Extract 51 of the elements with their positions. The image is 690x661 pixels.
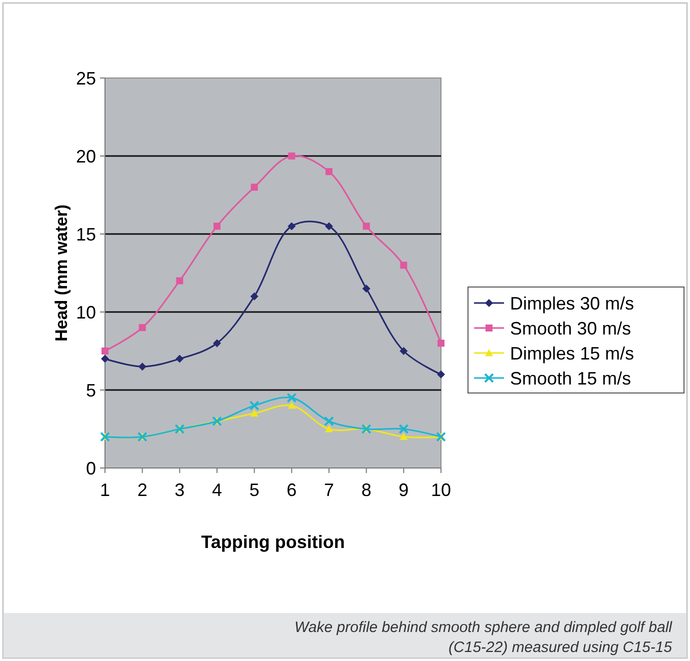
point — [176, 354, 184, 363]
y-tick-label: 0 — [86, 458, 96, 478]
point — [288, 402, 296, 409]
x-tick-label: 8 — [361, 480, 372, 500]
text: Wake profile behind smooth sphere and dimpled golf ball (C15-22) measured using C15-15 — [294, 619, 673, 656]
legend-label: Smooth 30 m/s — [510, 318, 632, 338]
point — [101, 354, 109, 363]
y-tick-label: 25 — [76, 68, 96, 88]
y-tick-label: 10 — [76, 302, 96, 322]
point — [326, 168, 332, 176]
x-tick-label: 5 — [249, 480, 260, 500]
point — [324, 416, 334, 426]
x-tick-label: 10 — [430, 480, 452, 500]
x-tick-label: 2 — [137, 480, 148, 500]
point — [400, 262, 408, 269]
point — [325, 425, 333, 432]
point — [325, 222, 333, 230]
x-tick-label: 6 — [286, 480, 297, 500]
point — [214, 222, 220, 230]
point — [362, 284, 370, 293]
y-tick-label: 20 — [76, 146, 96, 166]
point — [288, 152, 296, 160]
point — [213, 339, 221, 348]
x-tick-label: 7 — [324, 480, 334, 500]
point — [400, 347, 408, 355]
point — [176, 277, 184, 284]
legend-label: Dimples 30 m/s — [510, 293, 634, 314]
legend-label: Dimples 15 m/s — [510, 343, 634, 364]
y-tick-label: 15 — [76, 224, 96, 244]
x-tick-label: 3 — [174, 480, 185, 500]
x-tick-label: 9 — [398, 480, 409, 500]
point — [249, 400, 260, 411]
point — [138, 362, 146, 371]
point — [102, 348, 108, 354]
point — [288, 222, 296, 230]
point — [362, 222, 370, 230]
x-tick-label: 4 — [212, 480, 222, 500]
point — [400, 432, 408, 440]
point — [286, 392, 297, 403]
legend-label: Smooth 15 m/s — [510, 368, 632, 388]
x-tick-label: 1 — [100, 480, 110, 500]
point — [438, 340, 444, 347]
y-tick-label: 5 — [86, 380, 96, 400]
point — [437, 370, 445, 378]
point — [250, 409, 258, 417]
point — [250, 292, 258, 300]
x-axis-title: Tapping position — [201, 532, 345, 552]
point — [138, 324, 146, 332]
y-axis-title: Head (mm water) — [52, 204, 71, 342]
point — [398, 424, 409, 434]
point — [250, 184, 258, 191]
